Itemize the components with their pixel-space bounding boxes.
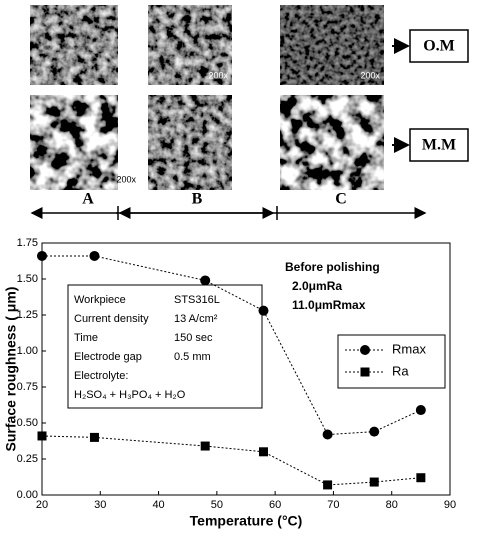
annotation: Before polishing (285, 260, 380, 274)
y-axis-label: Surface roughness ( μm) (3, 287, 19, 452)
region-arrows (30, 206, 427, 220)
x-tick-label: 20 (36, 499, 48, 511)
micrograph (30, 5, 118, 85)
y-tick-label: 0.50 (17, 417, 38, 429)
marker (323, 480, 333, 490)
condition-text: 150 sec (174, 332, 213, 344)
series-line (41, 435, 421, 486)
y-tick-label: 1.75 (17, 237, 38, 249)
legend-marker (360, 367, 370, 377)
conditions-box (67, 284, 263, 409)
x-tick-label: 50 (211, 499, 223, 511)
annotation: 2.0μmRa (292, 279, 342, 293)
marker (258, 305, 269, 316)
micrograph (30, 95, 118, 190)
legend-marker (360, 345, 370, 355)
x-axis-label: Temperature (°C) (190, 513, 303, 529)
marker (369, 477, 379, 487)
condition-text: Workpiece (74, 294, 126, 306)
region-label: B (192, 191, 203, 208)
x-tick-label: 30 (94, 499, 106, 511)
y-tick-label: 1.50 (17, 273, 38, 285)
micrograph (280, 5, 384, 85)
x-tick-label: 70 (327, 499, 339, 511)
marker (200, 441, 210, 451)
row-label: M.M (422, 137, 456, 154)
marker (322, 429, 333, 440)
x-tick-label: 90 (444, 499, 456, 511)
marker (37, 250, 47, 261)
marker (200, 275, 211, 286)
marker (369, 426, 380, 437)
legend-label: Rmax (392, 341, 426, 356)
marker (416, 473, 426, 483)
micrograph (148, 5, 232, 85)
condition-text: Electrode gap (74, 351, 142, 363)
label-box (409, 29, 469, 63)
micrographs: 200x 200x 200x (30, 5, 384, 190)
marker (258, 447, 268, 457)
condition-text: Electrolyte: (74, 370, 128, 382)
condition-text: STS316L (174, 294, 220, 306)
condition-text: Current density (74, 313, 149, 325)
x-tick-label: 80 (386, 499, 398, 511)
micrograph (280, 95, 384, 190)
annotation: 11.0μmRmax (292, 298, 366, 312)
y-tick-label: 0.00 (17, 489, 38, 501)
legend (337, 334, 446, 389)
label-box (409, 128, 469, 162)
y-tick-label: 0.25 (17, 453, 38, 465)
legend-label: Ra (392, 363, 409, 378)
magnification: 200x (360, 70, 380, 80)
marker (89, 432, 99, 442)
condition-text: H₂SO₄ + H₃PO₄ + H₂O (74, 389, 186, 401)
marker (89, 250, 100, 261)
micrograph (148, 95, 232, 190)
x-tick-label: 60 (269, 499, 281, 511)
y-tick-label: 0.75 (17, 381, 38, 393)
condition-text: 0.5 mm (174, 351, 211, 363)
y-tick-label: 1.25 (17, 309, 38, 321)
condition-text: 13 A/cm² (174, 313, 218, 325)
region-label: C (335, 191, 347, 208)
marker (415, 405, 426, 416)
y-tick-label: 1.00 (17, 345, 38, 357)
magnification: 200x (208, 70, 228, 80)
plot-frame (41, 242, 451, 496)
region-label: A (82, 191, 94, 208)
row-label: O.M (423, 38, 455, 55)
x-tick-label: 40 (152, 499, 164, 511)
condition-text: Time (74, 332, 98, 344)
marker (37, 431, 47, 441)
magnification: 200x (116, 174, 136, 184)
